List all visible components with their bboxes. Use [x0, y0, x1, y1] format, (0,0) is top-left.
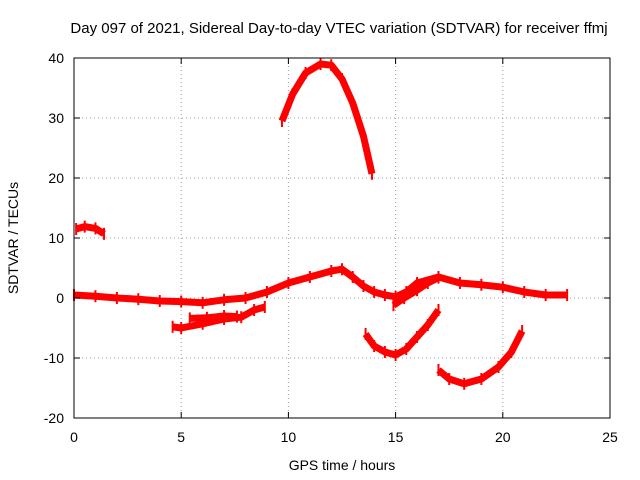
y-tick-label: 30	[48, 110, 64, 126]
series-arc-early-high	[75, 223, 106, 237]
gridlines	[74, 58, 610, 418]
x-tick-label: 15	[388, 429, 404, 445]
x-axis-label: GPS time / hours	[289, 457, 396, 473]
y-tick-label: 20	[48, 170, 64, 186]
x-tick-label: 10	[281, 429, 297, 445]
series-arc-peak	[278, 60, 376, 175]
y-tick-label: 10	[48, 230, 64, 246]
y-tick-label: 40	[48, 50, 64, 66]
y-axis-ticks: -20 -10 0 10 20 30 40	[44, 50, 610, 426]
chart-title: Day 097 of 2021, Sidereal Day-to-day VTE…	[70, 20, 607, 37]
y-axis-label: SDTVAR / TECUs	[5, 182, 21, 294]
data-series	[73, 58, 569, 390]
y-tick-label: -20	[44, 410, 64, 426]
series-baseline-main	[73, 265, 568, 307]
series-dip-mid	[362, 307, 442, 359]
series-dip-early-upper	[189, 312, 238, 322]
x-tick-label: 0	[70, 429, 78, 445]
y-tick-label: 0	[56, 290, 64, 306]
x-axis-ticks: 0 5 10 15 20 25	[70, 58, 618, 445]
series-dip-late	[436, 329, 526, 388]
y-tick-label: -10	[44, 350, 64, 366]
x-tick-label: 20	[495, 429, 511, 445]
x-tick-label: 5	[177, 429, 185, 445]
x-tick-label: 25	[602, 429, 618, 445]
